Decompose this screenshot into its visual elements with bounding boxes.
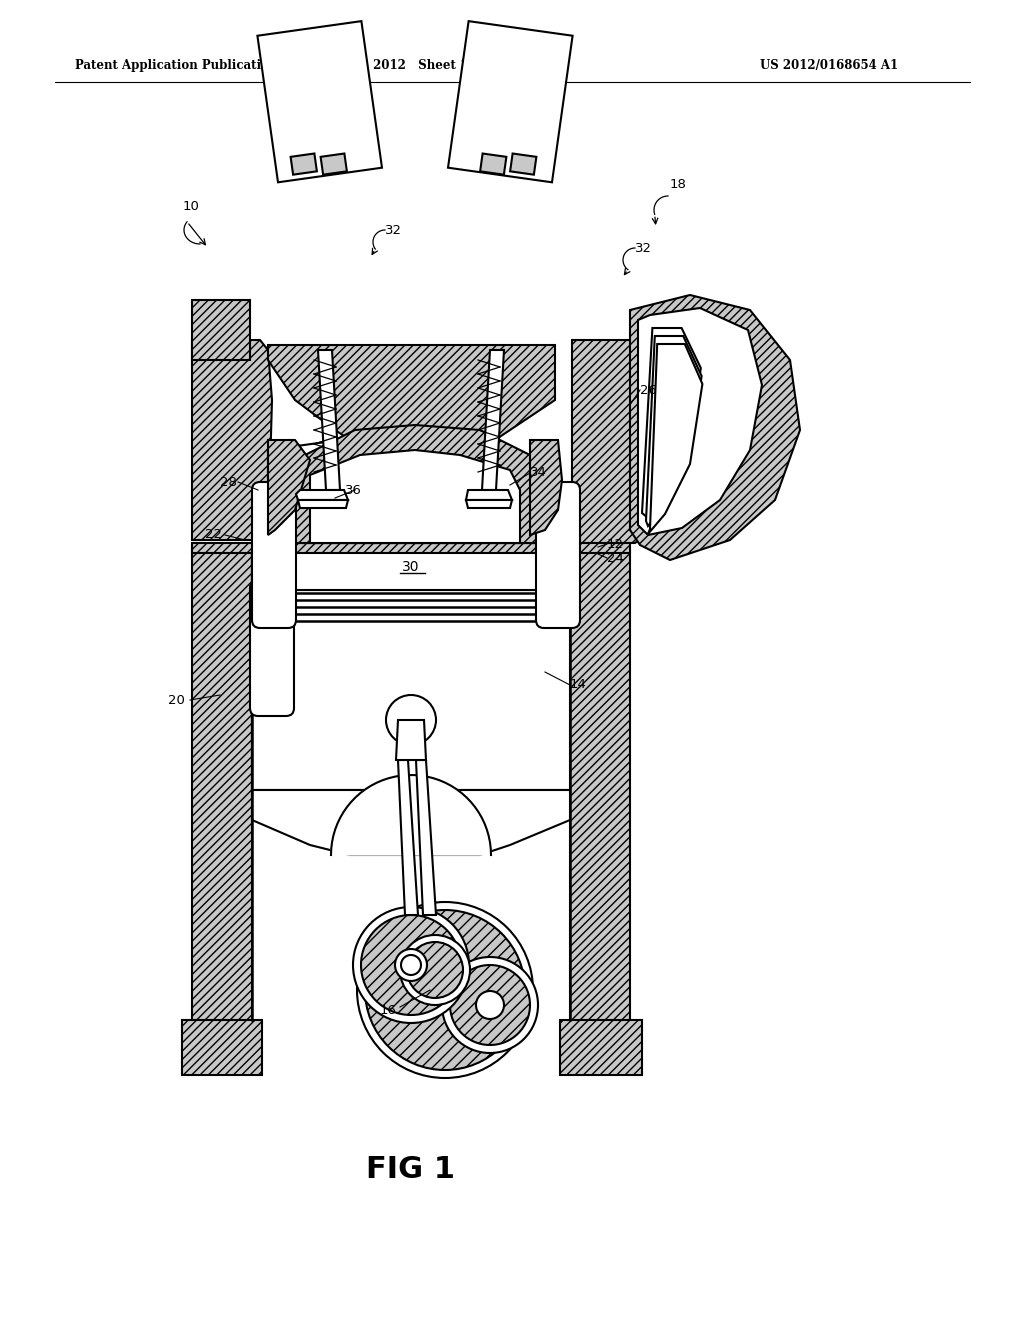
Polygon shape [295, 425, 540, 543]
Text: FIG 1: FIG 1 [367, 1155, 456, 1184]
Circle shape [407, 942, 463, 998]
Polygon shape [449, 21, 572, 182]
Circle shape [361, 915, 461, 1015]
Polygon shape [630, 294, 800, 560]
Text: 16: 16 [380, 1003, 396, 1016]
FancyBboxPatch shape [252, 482, 296, 628]
Polygon shape [530, 440, 562, 535]
Polygon shape [298, 500, 348, 508]
Polygon shape [252, 548, 570, 800]
Text: 22: 22 [205, 528, 222, 541]
Text: 10: 10 [183, 201, 200, 214]
Circle shape [365, 909, 525, 1071]
Text: 32: 32 [385, 223, 402, 236]
Polygon shape [268, 345, 555, 462]
Text: Jul. 5, 2012   Sheet 1 of 5: Jul. 5, 2012 Sheet 1 of 5 [331, 58, 499, 71]
Circle shape [386, 696, 436, 744]
Polygon shape [572, 341, 740, 543]
Text: 12: 12 [607, 537, 624, 550]
Circle shape [353, 907, 469, 1023]
Polygon shape [570, 548, 630, 1055]
Text: 14: 14 [570, 678, 587, 692]
Text: US 2012/0168654 A1: US 2012/0168654 A1 [760, 58, 898, 71]
Text: Patent Application Publication: Patent Application Publication [75, 58, 278, 71]
Text: 20: 20 [168, 693, 185, 706]
Polygon shape [193, 300, 250, 360]
Circle shape [400, 935, 470, 1005]
Polygon shape [318, 350, 340, 490]
Polygon shape [398, 760, 418, 915]
Polygon shape [466, 500, 512, 508]
Text: 24: 24 [607, 552, 624, 565]
FancyBboxPatch shape [536, 482, 580, 628]
Polygon shape [193, 548, 252, 1055]
Polygon shape [480, 153, 507, 174]
Text: 26: 26 [640, 384, 656, 396]
Polygon shape [638, 308, 762, 535]
FancyBboxPatch shape [250, 579, 294, 715]
Text: 36: 36 [345, 483, 361, 496]
Circle shape [357, 902, 534, 1078]
Polygon shape [482, 350, 504, 490]
Polygon shape [646, 337, 701, 525]
Polygon shape [182, 1020, 262, 1074]
Circle shape [450, 965, 530, 1045]
Text: 32: 32 [635, 242, 652, 255]
Polygon shape [268, 428, 545, 543]
Polygon shape [331, 775, 490, 855]
Circle shape [401, 954, 421, 975]
Polygon shape [396, 719, 426, 760]
Polygon shape [466, 490, 512, 500]
Polygon shape [193, 341, 272, 540]
Polygon shape [257, 21, 382, 182]
Polygon shape [268, 440, 310, 535]
Polygon shape [560, 1020, 642, 1074]
Polygon shape [510, 153, 537, 174]
Polygon shape [648, 345, 702, 535]
Polygon shape [291, 153, 316, 174]
Polygon shape [193, 543, 630, 553]
Text: 30: 30 [402, 560, 420, 574]
Polygon shape [252, 548, 570, 590]
Polygon shape [321, 153, 347, 174]
Polygon shape [310, 450, 520, 543]
Text: 18: 18 [670, 178, 687, 191]
Polygon shape [252, 789, 570, 855]
Circle shape [442, 957, 538, 1053]
Polygon shape [416, 760, 436, 915]
Circle shape [395, 949, 427, 981]
Circle shape [476, 991, 504, 1019]
Polygon shape [642, 327, 700, 517]
Polygon shape [252, 590, 570, 789]
Text: 28: 28 [220, 475, 237, 488]
Text: 34: 34 [530, 466, 547, 479]
Polygon shape [296, 490, 348, 500]
